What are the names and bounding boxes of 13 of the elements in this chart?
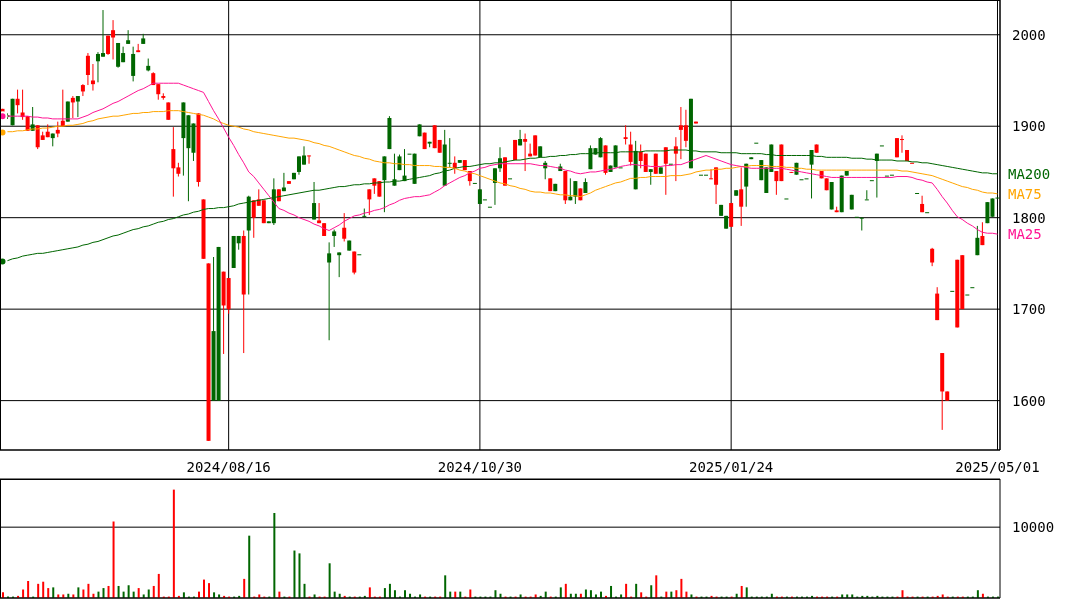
- series-label: MA25: [1008, 226, 1042, 243]
- y-tick-label: 2000: [1012, 26, 1046, 43]
- x-tick-label: 2024/10/30: [437, 458, 523, 475]
- x-tick-label: 2025/01/24: [689, 458, 774, 475]
- y-tick-label: 1800: [1012, 209, 1046, 226]
- y-tick-label: 1700: [1012, 301, 1046, 318]
- y-tick-label: 1600: [1012, 392, 1046, 409]
- series-label: MA200: [1008, 165, 1051, 182]
- y-tick-label: 1900: [1012, 118, 1046, 135]
- x-tick-label: 2025/05/01: [955, 458, 1040, 475]
- x-tick-label: 2024/08/16: [186, 458, 271, 475]
- y-tick-label: 10000: [1012, 519, 1055, 536]
- series-label: MA75: [1008, 185, 1042, 202]
